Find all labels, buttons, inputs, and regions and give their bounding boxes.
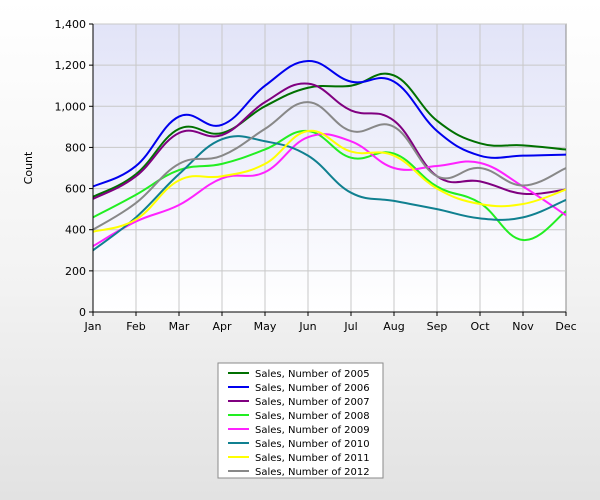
y-tick-label: 1,200: [55, 59, 87, 72]
legend-label-7: Sales, Number of 2012: [255, 467, 370, 478]
series-line-7: [93, 101, 566, 231]
series-lines: [93, 60, 566, 252]
x-tick-label: Sep: [427, 320, 448, 333]
legend-label-4: Sales, Number of 2009: [255, 425, 370, 436]
legend-label-0: Sales, Number of 2005: [255, 369, 370, 380]
series-line-0: [93, 72, 566, 198]
series-line-6: [93, 129, 566, 233]
x-tick-label: Mar: [169, 320, 190, 333]
x-tick-label: Jan: [84, 320, 102, 333]
x-tick-labels: Jan Feb Mar Apr May Jun Jul Aug Sep Oct Nov Dec: [84, 312, 577, 333]
legend-label-2: Sales, Number of 2007: [255, 397, 370, 408]
y-tick-label: 600: [65, 183, 86, 196]
y-tick-label: 400: [65, 224, 86, 237]
x-tick-label: May: [254, 320, 277, 333]
gridlines: [93, 23, 566, 312]
y-tick-labels: 0 200 400 600 800 1,000 1,200 1,400: [55, 18, 93, 319]
legend-box: [217, 362, 384, 479]
y-tick-label: 0: [79, 306, 86, 319]
x-tick-label: Apr: [212, 320, 232, 333]
y-axis-title: Count: [22, 151, 35, 184]
y-tick-label: 1,400: [55, 18, 87, 31]
series-line-2: [93, 82, 566, 200]
series-line-3: [93, 129, 566, 242]
series-line-4: [93, 133, 566, 248]
x-tick-label: Nov: [512, 320, 534, 333]
y-tick-label: 1,000: [55, 100, 87, 113]
x-tick-label: Oct: [470, 320, 490, 333]
legend-entries: Sales, Number of 2005 Sales, Number of 20…: [228, 369, 370, 478]
legend-label-1: Sales, Number of 2006: [255, 383, 370, 394]
legend: Sales, Number of 2005 Sales, Number of 20…: [217, 362, 384, 479]
legend-label-3: Sales, Number of 2008: [255, 411, 370, 422]
x-tick-label: Jul: [343, 320, 357, 333]
y-tick-label: 200: [65, 265, 86, 278]
x-tick-label: Dec: [555, 320, 576, 333]
axes: [92, 24, 566, 313]
series-line-5: [93, 135, 566, 252]
legend-label-6: Sales, Number of 2011: [255, 453, 370, 464]
legend-label-5: Sales, Number of 2010: [255, 439, 370, 450]
x-tick-label: Jun: [298, 320, 316, 333]
series-line-1: [93, 60, 566, 188]
x-tick-label: Feb: [126, 320, 145, 333]
x-tick-label: Aug: [383, 320, 404, 333]
y-tick-label: 800: [65, 141, 86, 154]
